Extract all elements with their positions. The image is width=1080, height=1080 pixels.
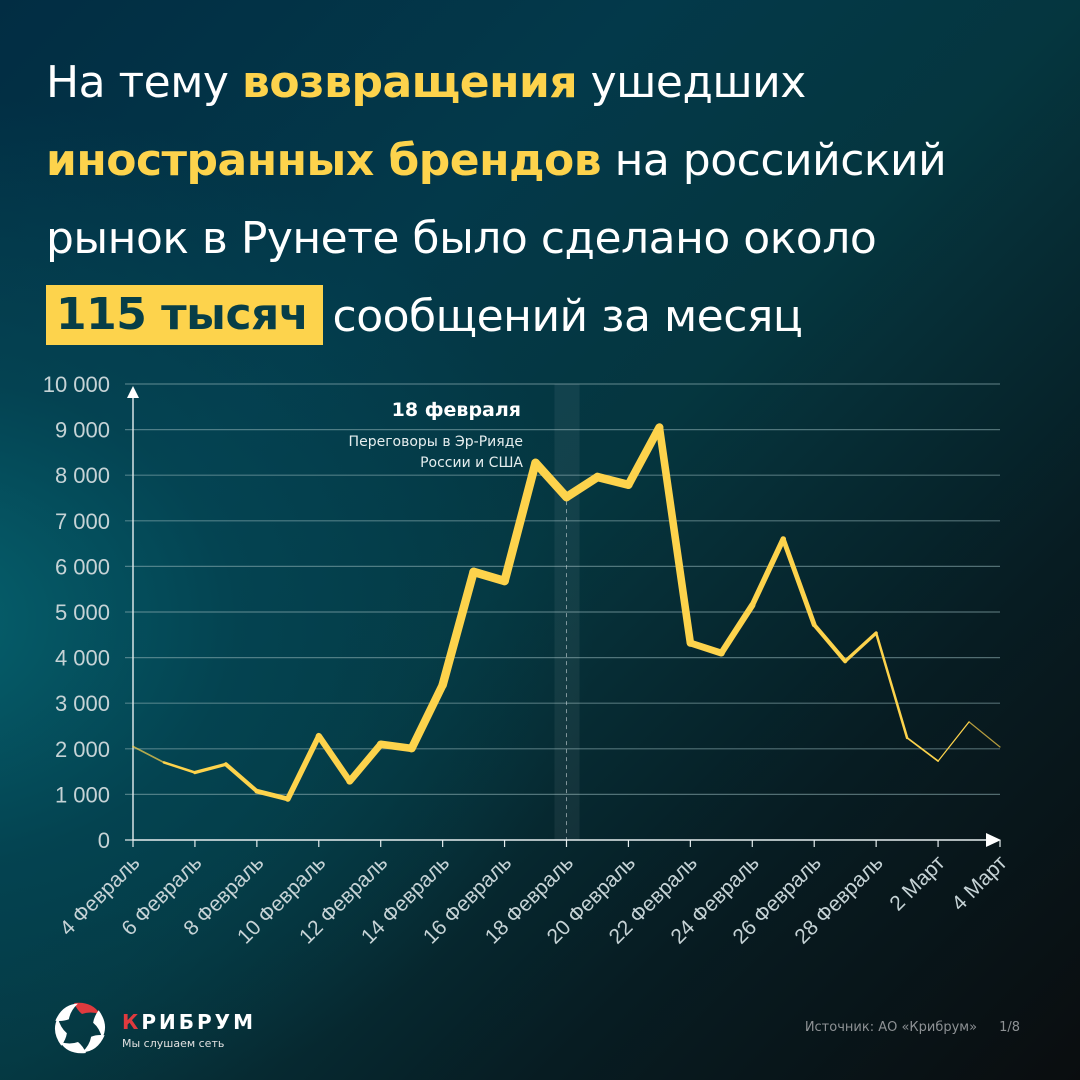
brand-name-first-letter: К — [122, 1010, 142, 1034]
brand-block: КРИБРУМ Мы слушаем сеть — [122, 1010, 256, 1052]
headline-boxed-number: 115 тысяч — [46, 285, 323, 345]
headline-text: ушедших — [577, 57, 807, 108]
x-axis-arrow-icon — [986, 833, 1001, 847]
brand-tagline: Мы слушаем сеть — [122, 1037, 225, 1050]
headline-line-3: рынок в Рунете было сделано около — [46, 200, 1056, 278]
headline: На тему возвращения ушедших иностранных … — [46, 44, 1056, 356]
y-tick-label: 7 000 — [55, 509, 110, 534]
headline-text: рынок в Рунете было сделано около — [46, 213, 877, 264]
headline-line-4: 115 тысяч сообщений за месяц — [46, 278, 1056, 356]
brand-name-rest: РИБРУМ — [141, 1010, 256, 1034]
y-tick-label: 3 000 — [55, 691, 110, 716]
headline-line-2: иностранных брендов на российский — [46, 122, 1056, 200]
y-tick-label: 2 000 — [55, 737, 110, 762]
annotation-line-1: Переговоры в Эр-Рияде — [349, 434, 523, 450]
headline-text: на российский — [601, 135, 947, 186]
headline-highlight: возвращения — [241, 57, 578, 108]
x-tick-label: 4 Март — [947, 851, 1011, 915]
footer-source: Источник: АО «Крибрум» 1/8 — [805, 1020, 1020, 1035]
headline-line-1: На тему возвращения ушедших — [46, 44, 1056, 122]
page-counter: 1/8 — [999, 1020, 1020, 1035]
headline-text: На тему — [46, 57, 242, 108]
chart-series-line — [132, 423, 1001, 802]
brand-name: КРИБРУМ — [122, 1010, 256, 1034]
y-tick-label: 0 — [98, 828, 110, 853]
kribrum-logo-icon — [54, 1002, 106, 1054]
y-axis-ticks: 0 1 000 2 000 3 000 4 000 5 000 6 000 7 000 8 00… — [43, 372, 110, 853]
annotation-line-2: России и США — [420, 455, 523, 471]
annotation-title: 18 февраля — [392, 399, 521, 421]
y-tick-label: 10 000 — [43, 372, 110, 397]
x-tick-label: 2 Март — [885, 851, 949, 915]
y-tick-label: 6 000 — [55, 554, 110, 579]
chart-axes — [127, 386, 1001, 847]
y-tick-label: 9 000 — [55, 418, 110, 443]
chart-annotation: 18 февраля Переговоры в Эр-Рияде России … — [349, 399, 524, 471]
y-tick-label: 4 000 — [55, 646, 110, 671]
y-tick-label: 8 000 — [55, 463, 110, 488]
headline-highlight: иностранных брендов — [46, 135, 602, 186]
annotation-highlight-band — [554, 384, 580, 840]
line-chart: 0 1 000 2 000 3 000 4 000 5 000 6 000 7 000 8 00… — [43, 372, 1012, 949]
headline-text: сообщений за месяц — [332, 291, 803, 342]
y-axis-arrow-icon — [127, 386, 139, 398]
source-text: Источник: АО «Крибрум» — [804, 1020, 978, 1035]
y-tick-label: 1 000 — [55, 782, 110, 807]
y-tick-label: 5 000 — [55, 600, 110, 625]
